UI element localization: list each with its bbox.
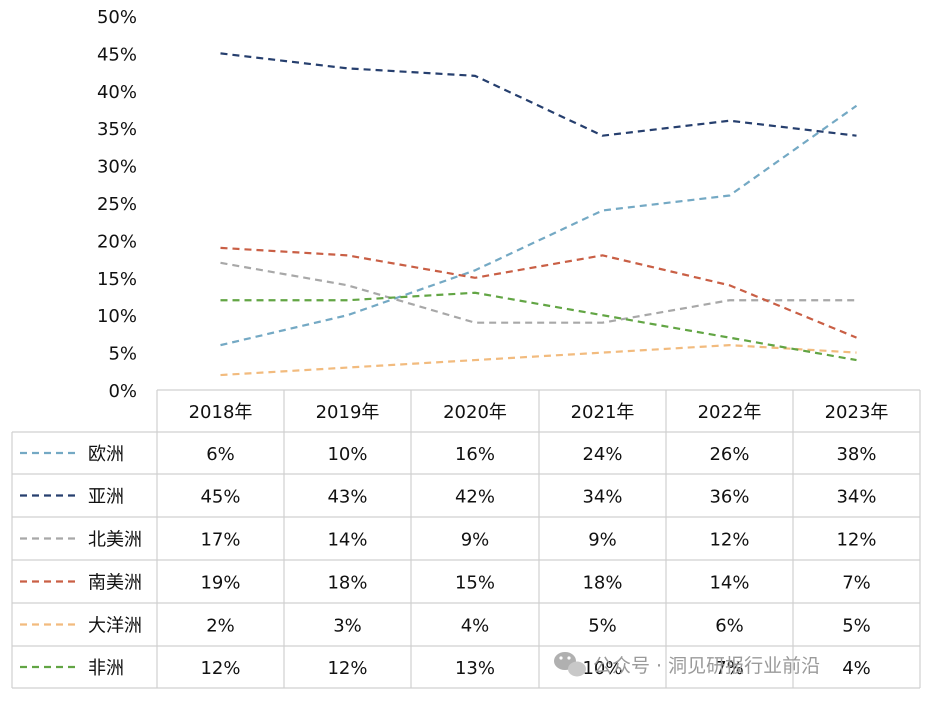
- data-label: 34%: [836, 487, 876, 508]
- data-label: 12%: [327, 658, 367, 679]
- data-label: 18%: [582, 573, 622, 594]
- legend-label: 非洲: [88, 658, 124, 679]
- y-axis-tick-labels: 0% 5% 10% 15% 20% 25% 30% 35% 40% 45% 50%: [97, 7, 137, 402]
- y-tick-label: 30%: [97, 157, 137, 178]
- data-label: 17%: [200, 530, 240, 551]
- series-line-1: [220, 52, 857, 137]
- data-label: 6%: [715, 616, 744, 637]
- x-category-label: 2020年: [443, 402, 507, 423]
- data-label: 3%: [333, 616, 362, 637]
- data-label: 12%: [709, 530, 749, 551]
- data-label: 9%: [461, 530, 490, 551]
- legend-label: 大洋洲: [88, 616, 142, 637]
- legend-label: 南美洲: [88, 573, 142, 594]
- y-tick-label: 50%: [97, 7, 137, 28]
- watermark: 公众号 · 洞见研报行业前沿: [554, 652, 820, 677]
- data-label: 13%: [455, 658, 495, 679]
- data-label: 2%: [206, 616, 235, 637]
- watermark-text: 公众号 · 洞见研报行业前沿: [593, 655, 820, 677]
- legend-label: 亚洲: [88, 487, 124, 508]
- legend-label: 北美洲: [88, 530, 142, 551]
- data-label: 10%: [582, 658, 622, 679]
- y-tick-label: 10%: [97, 306, 137, 327]
- data-label: 19%: [200, 573, 240, 594]
- y-tick-label: 20%: [97, 231, 137, 252]
- data-label: 26%: [709, 444, 749, 465]
- x-category-label: 2019年: [316, 402, 380, 423]
- data-label: 36%: [709, 487, 749, 508]
- y-tick-label: 15%: [97, 269, 137, 290]
- data-label: 4%: [842, 658, 871, 679]
- data-label: 14%: [709, 573, 749, 594]
- data-table-grid: [11, 389, 921, 689]
- data-label: 45%: [200, 487, 240, 508]
- data-label: 34%: [582, 487, 622, 508]
- y-tick-label: 40%: [97, 82, 137, 103]
- series-lines: [220, 52, 858, 377]
- data-label: 24%: [582, 444, 622, 465]
- y-tick-label: 45%: [97, 44, 137, 65]
- legend-label: 欧洲: [88, 444, 124, 465]
- series-line-5: [220, 291, 857, 362]
- y-tick-label: 25%: [97, 194, 137, 215]
- data-label: 7%: [842, 573, 871, 594]
- data-label: 15%: [455, 573, 495, 594]
- data-label: 5%: [842, 616, 871, 637]
- data-label: 16%: [455, 444, 495, 465]
- x-category-label: 2018年: [189, 402, 253, 423]
- data-label: 9%: [588, 530, 617, 551]
- series-line-2: [220, 261, 857, 324]
- data-label: 12%: [836, 530, 876, 551]
- y-tick-label: 35%: [97, 119, 137, 140]
- series-line-4: [220, 344, 857, 377]
- data-label: 6%: [206, 444, 235, 465]
- data-label: 14%: [327, 530, 367, 551]
- data-label: 5%: [588, 616, 617, 637]
- data-label: 18%: [327, 573, 367, 594]
- data-label: 4%: [461, 616, 490, 637]
- data-label: 10%: [327, 444, 367, 465]
- data-label: 12%: [200, 658, 240, 679]
- x-category-label: 2022年: [698, 402, 762, 423]
- data-label: 38%: [836, 444, 876, 465]
- data-label: 42%: [455, 487, 495, 508]
- x-category-label: 2023年: [825, 402, 889, 423]
- series-line-3: [220, 246, 857, 339]
- x-category-label: 2021年: [571, 402, 635, 423]
- y-tick-label: 5%: [108, 344, 137, 365]
- wechat-icon: [554, 652, 586, 677]
- data-label: 7%: [715, 658, 744, 679]
- data-label: 43%: [327, 487, 367, 508]
- y-tick-label: 0%: [108, 381, 137, 402]
- series-line-0: [220, 104, 858, 347]
